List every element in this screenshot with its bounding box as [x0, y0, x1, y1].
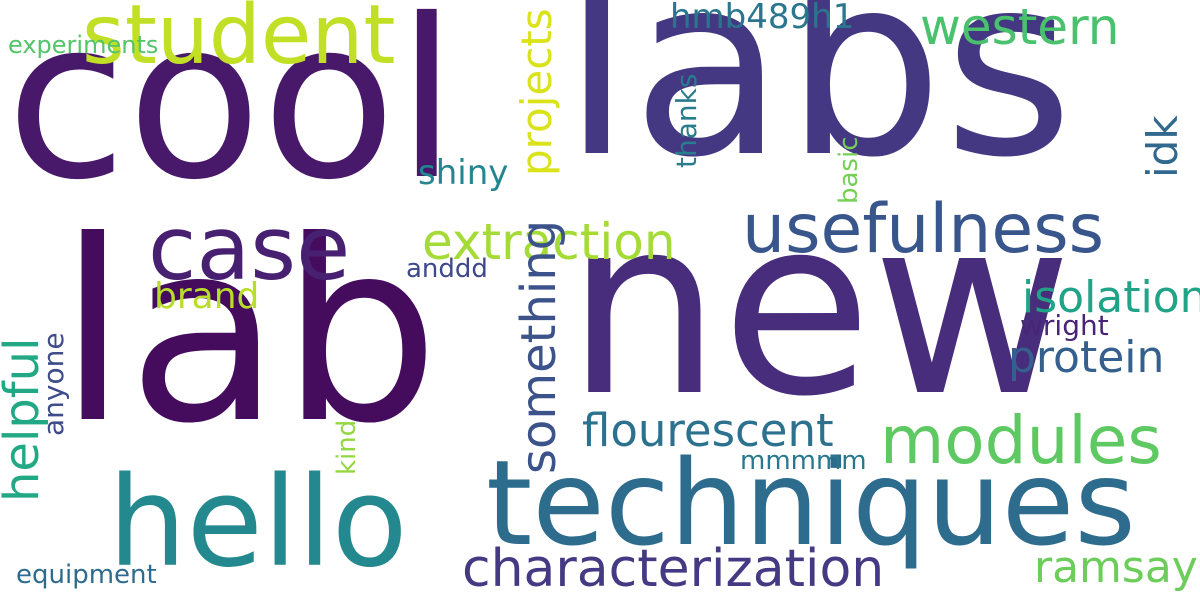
word-anyone: anddd — [406, 254, 488, 284]
word-helpful: thanks — [670, 73, 703, 168]
word-protein: something — [511, 219, 567, 474]
word-equipment: wright — [1020, 309, 1109, 342]
word-extraction: extraction — [422, 213, 676, 271]
word-experiments: anyone — [37, 332, 70, 436]
word-characterization: characterization — [462, 539, 885, 599]
word-projects: kind — [332, 419, 362, 475]
word-techniques: techniques — [486, 434, 1136, 572]
word-wright: projects — [512, 8, 561, 176]
word-brand: isolation — [1022, 272, 1200, 323]
word-anddd: ramsay — [1034, 542, 1198, 593]
word-hmb489h1: brand — [154, 276, 260, 317]
word-ramsay: protein — [1008, 332, 1165, 383]
word-student: student — [82, 0, 396, 83]
word-modules: modules — [880, 402, 1162, 479]
word-mmmmm: hmb489h1 — [670, 0, 855, 37]
word-shiny: idk — [1138, 115, 1187, 178]
word-new: new — [566, 165, 1073, 450]
word-something: basic — [834, 136, 864, 204]
word-case: case — [148, 197, 351, 300]
word-flourescent: flourescent — [582, 404, 834, 457]
word-thanks: mmmmm — [740, 446, 867, 476]
word-cool: cool — [6, 0, 458, 228]
word-usefulness: usefulness — [742, 190, 1105, 269]
word-basic: equipment — [16, 560, 157, 590]
word-labs: labs — [562, 0, 1074, 212]
word-hello: hello — [108, 451, 408, 595]
word-lab: lab — [58, 187, 440, 478]
word-kind: experiments — [8, 31, 159, 59]
word-western: western — [920, 0, 1120, 56]
word-idk: shiny — [418, 153, 509, 193]
